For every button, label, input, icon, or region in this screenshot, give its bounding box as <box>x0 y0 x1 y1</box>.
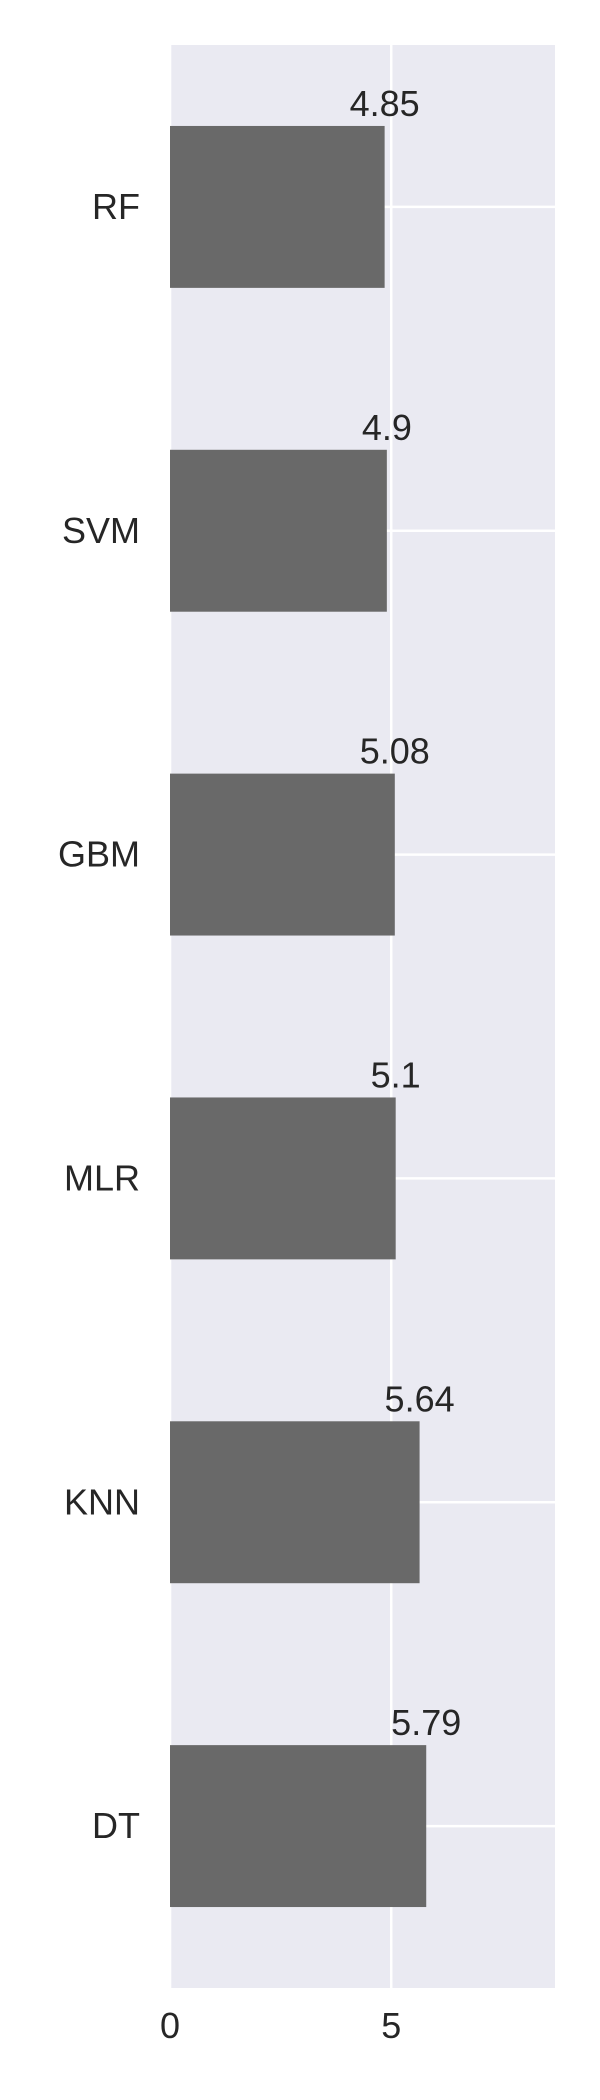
bar-knn <box>170 1421 420 1584</box>
bar-gbm <box>170 773 395 936</box>
y-tick-label-mlr: MLR <box>64 1157 140 1198</box>
bars <box>170 125 427 1908</box>
x-tick-label-5: 5 <box>381 2005 401 2046</box>
data-labels: 4.85 4.9 5.08 5.1 5.64 5.79 <box>350 83 462 1743</box>
bar-dt <box>170 1745 427 1908</box>
bar-mlr <box>170 1097 396 1260</box>
y-tick-label-svm: SVM <box>62 510 140 551</box>
bar-rf <box>170 125 385 288</box>
y-tick-label-gbm: GBM <box>58 834 140 875</box>
data-label-knn: 5.64 <box>385 1378 455 1419</box>
data-label-svm: 4.9 <box>362 407 412 448</box>
y-tick-labels: RF SVM GBM MLR KNN DT <box>58 186 140 1846</box>
x-tick-label-0: 0 <box>160 2005 180 2046</box>
data-label-mlr: 5.1 <box>371 1054 421 1095</box>
y-tick-label-knn: KNN <box>64 1481 140 1522</box>
bar-svm <box>170 449 387 612</box>
data-label-dt: 5.79 <box>391 1702 461 1743</box>
y-tick-label-dt: DT <box>92 1805 140 1846</box>
plot-area <box>170 45 555 1988</box>
data-label-gbm: 5.08 <box>360 731 430 772</box>
y-tick-label-rf: RF <box>92 186 140 227</box>
data-label-rf: 4.85 <box>350 83 420 124</box>
